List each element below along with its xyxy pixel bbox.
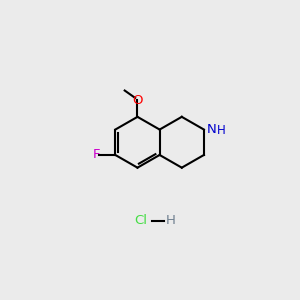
Text: F: F: [92, 148, 100, 161]
Text: O: O: [132, 94, 143, 107]
Text: H: H: [217, 124, 225, 137]
Text: H: H: [166, 214, 176, 227]
Text: Cl: Cl: [134, 214, 148, 227]
Text: N: N: [207, 123, 217, 136]
